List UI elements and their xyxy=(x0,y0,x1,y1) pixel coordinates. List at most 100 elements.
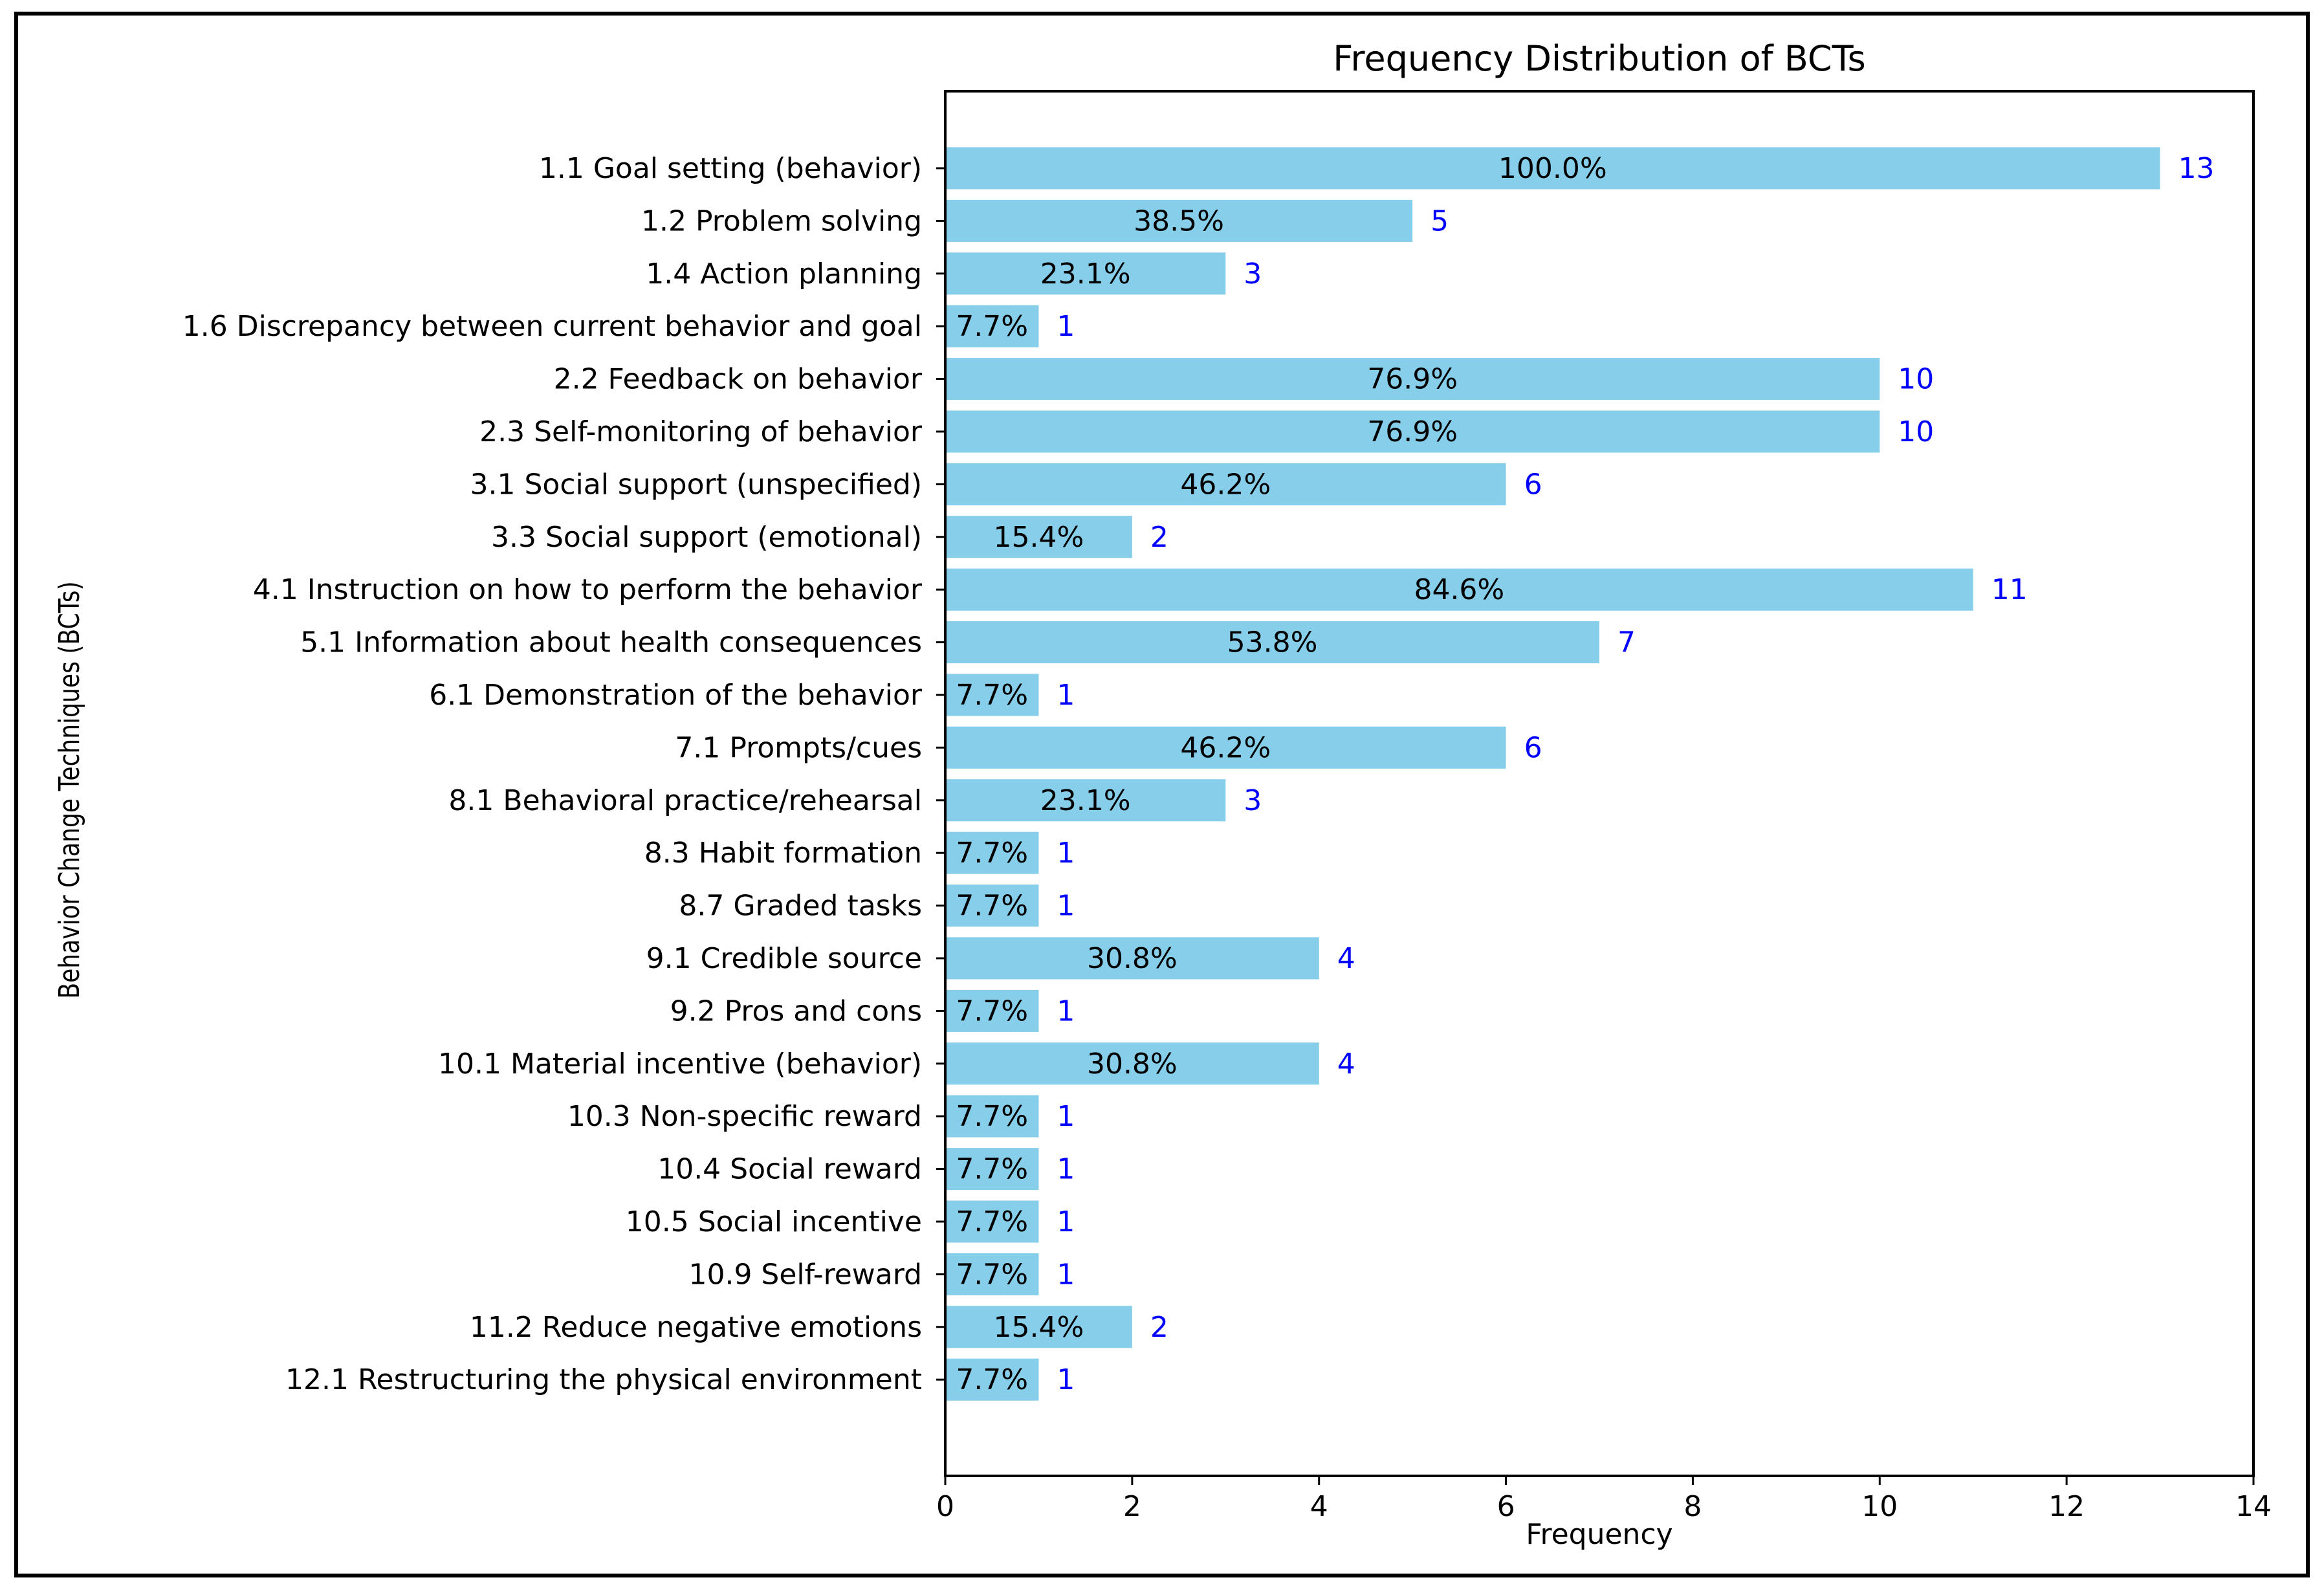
bar-percent-label: 7.7% xyxy=(956,994,1028,1027)
bar-percent-label: 7.7% xyxy=(956,890,1028,923)
x-tick-label: 0 xyxy=(936,1490,954,1523)
bar-count-label: 1 xyxy=(1057,1258,1075,1291)
y-tick-label: 11.2 Reduce negative emotions xyxy=(470,1311,922,1344)
bar-percent-label: 15.4% xyxy=(994,521,1084,554)
bar xyxy=(945,831,1039,874)
bar-percent-label: 38.5% xyxy=(1134,204,1224,237)
y-tick-label: 7.1 Prompts/cues xyxy=(675,731,922,764)
bar-count-label: 1 xyxy=(1057,994,1075,1027)
bar-percent-label: 76.9% xyxy=(1367,415,1458,448)
bar-count-label: 2 xyxy=(1150,521,1168,554)
bar-percent-label: 7.7% xyxy=(956,837,1028,870)
bar xyxy=(945,463,1506,505)
bar-percent-label: 46.2% xyxy=(1180,731,1271,764)
bar xyxy=(945,1148,1039,1191)
y-tick-label: 8.1 Behavioral practice/rehearsal xyxy=(448,784,922,817)
bar xyxy=(945,516,1132,558)
y-tick-label: 1.1 Goal setting (behavior) xyxy=(539,152,922,185)
bar xyxy=(945,410,1880,453)
bar-percent-label: 7.7% xyxy=(956,1205,1028,1238)
bar-count-label: 10 xyxy=(1898,363,1934,396)
bar-count-label: 1 xyxy=(1057,837,1075,870)
bar xyxy=(945,1358,1039,1401)
bar xyxy=(945,252,1226,295)
x-axis: 0 2 4 6 8 10 12 14 xyxy=(936,1476,2272,1523)
bar xyxy=(945,621,1599,664)
bar xyxy=(945,358,1880,401)
bar-count-label: 3 xyxy=(1244,258,1262,291)
bar-percent-label: 7.7% xyxy=(956,1153,1028,1186)
bar-count-label: 6 xyxy=(1524,731,1542,764)
y-tick-label: 9.2 Pros and cons xyxy=(670,994,922,1027)
bar-chart: Frequency Distribution of BCTs 100.0% 133… xyxy=(54,38,2272,1551)
x-axis-label: Frequency xyxy=(1526,1518,1672,1551)
y-tick-label: 9.1 Credible source xyxy=(646,942,922,975)
bar-count-label: 3 xyxy=(1244,784,1262,817)
x-tick-label: 4 xyxy=(1310,1490,1328,1523)
y-tick-label: 3.3 Social support (emotional) xyxy=(491,521,922,554)
x-tick-label: 14 xyxy=(2235,1490,2272,1523)
bar xyxy=(945,989,1039,1032)
bar-percent-label: 46.2% xyxy=(1180,468,1271,501)
x-tick-label: 12 xyxy=(2048,1490,2085,1523)
bar xyxy=(945,1253,1039,1295)
bar-percent-label: 7.7% xyxy=(956,1363,1028,1396)
y-tick-label: 1.6 Discrepancy between current behavior… xyxy=(182,310,922,343)
bar-percent-label: 23.1% xyxy=(1040,258,1131,291)
bar xyxy=(945,147,2160,190)
bar-percent-label: 100.0% xyxy=(1498,152,1607,185)
y-tick-label: 12.1 Restructuring the physical environm… xyxy=(285,1363,922,1396)
y-tick-label: 10.4 Social reward xyxy=(657,1153,922,1186)
bar-percent-label: 76.9% xyxy=(1367,363,1458,396)
y-axis: 1.1 Goal setting (behavior) 1.2 Problem s… xyxy=(182,152,945,1396)
bar-percent-label: 84.6% xyxy=(1414,573,1504,606)
bar xyxy=(945,726,1506,769)
x-tick-label: 10 xyxy=(1861,1490,1898,1523)
bar-count-label: 11 xyxy=(1991,573,2028,606)
bar-count-label: 6 xyxy=(1524,468,1542,501)
bar-count-label: 2 xyxy=(1150,1311,1168,1344)
bar-count-label: 1 xyxy=(1057,310,1075,343)
y-tick-label: 10.3 Non-specific reward xyxy=(567,1100,922,1133)
bar-percent-label: 15.4% xyxy=(994,1311,1084,1344)
y-tick-label: 8.3 Habit formation xyxy=(644,837,922,870)
bar xyxy=(945,1042,1319,1085)
y-tick-label: 5.1 Information about health consequence… xyxy=(300,626,922,659)
y-tick-label: 10.5 Social incentive xyxy=(626,1205,922,1238)
bar-percent-label: 53.8% xyxy=(1227,626,1318,659)
bar-count-label: 10 xyxy=(1898,415,1934,448)
y-tick-label: 3.1 Social support (unspecified) xyxy=(470,468,922,501)
bar-count-label: 1 xyxy=(1057,679,1075,712)
y-tick-label: 1.4 Action planning xyxy=(646,258,922,291)
bar-count-label: 1 xyxy=(1057,1153,1075,1186)
y-tick-label: 6.1 Demonstration of the behavior xyxy=(429,679,923,712)
bar-percent-label: 7.7% xyxy=(956,1258,1028,1291)
bar-count-label: 1 xyxy=(1057,1205,1075,1238)
bar-count-label: 4 xyxy=(1337,1048,1355,1081)
bar-percent-label: 30.8% xyxy=(1087,1048,1178,1081)
bar xyxy=(945,1200,1039,1243)
y-tick-label: 8.7 Graded tasks xyxy=(679,890,922,923)
x-tick-label: 2 xyxy=(1123,1490,1141,1523)
bar xyxy=(945,1095,1039,1137)
bar xyxy=(945,884,1039,927)
plot-border xyxy=(944,90,2255,1477)
y-axis-label: Behavior Change Techniques (BCTs) xyxy=(54,581,86,998)
y-tick-label: 4.1 Instruction on how to perform the be… xyxy=(253,573,923,606)
bar-percent-label: 30.8% xyxy=(1087,942,1178,975)
y-tick-label: 2.3 Self-monitoring of behavior xyxy=(479,415,923,448)
bar-count-label: 1 xyxy=(1057,1100,1075,1133)
bar-count-label: 1 xyxy=(1057,1363,1075,1396)
bar xyxy=(945,1306,1132,1348)
x-tick-label: 6 xyxy=(1497,1490,1515,1523)
bar xyxy=(945,199,1413,242)
x-tick-label: 8 xyxy=(1683,1490,1702,1523)
bar xyxy=(945,305,1039,347)
y-tick-label: 10.9 Self-reward xyxy=(688,1258,922,1291)
bar-count-label: 4 xyxy=(1337,942,1355,975)
bar-percent-label: 7.7% xyxy=(956,310,1028,343)
figure-frame: Frequency Distribution of BCTs 100.0% 13 3… xyxy=(14,12,2310,1577)
bar xyxy=(945,937,1319,980)
y-tick-label: 10.1 Material incentive (behavior) xyxy=(438,1048,922,1081)
